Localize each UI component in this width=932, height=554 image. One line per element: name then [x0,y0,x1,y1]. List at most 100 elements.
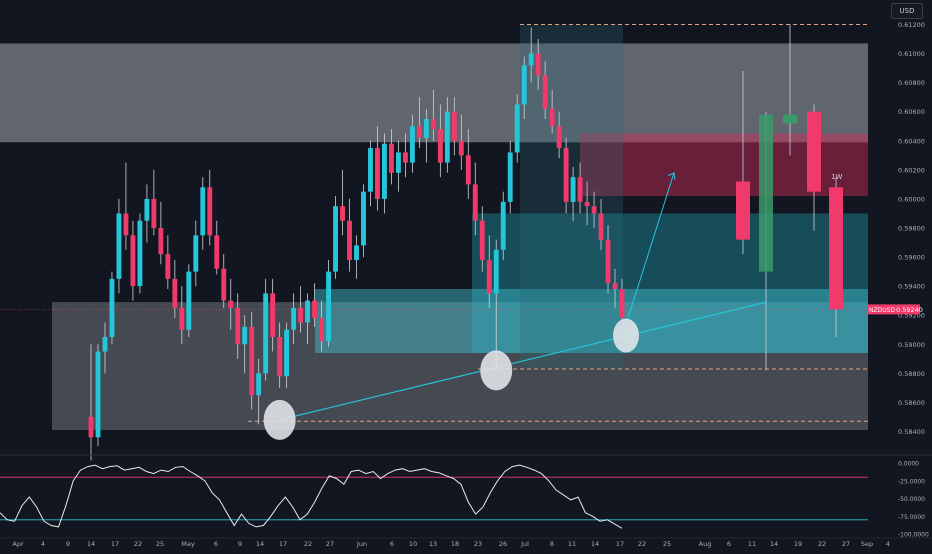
candle-body [619,289,625,319]
candle-body [549,108,555,127]
candle-body [465,155,471,185]
candle-body [430,119,436,130]
candle-body [151,198,157,228]
time-tick-label: Jul [520,540,529,548]
candle-body [340,206,345,221]
candle-body [333,206,338,272]
candle-body [95,351,101,438]
time-tick-label: 22 [818,540,826,548]
candle-body [605,239,611,284]
candle-body [179,307,185,330]
candle-body [458,140,464,156]
candle-body [109,278,115,337]
trendline [279,301,767,421]
candle-body [444,111,450,163]
candle-body [354,245,359,260]
time-tick-label: 26 [499,540,507,548]
candle-body [535,53,541,76]
time-tick-label: 14 [87,540,95,548]
last-price-value: 0.59240 [896,306,923,314]
candle-body [361,191,366,246]
candle-body [382,143,387,199]
candle-body [486,259,492,294]
last-price-symbol: NZDUSD [869,307,895,314]
time-tick-label: 14 [256,540,264,548]
time-tick-label: 14 [591,540,599,548]
candle-body [298,307,304,323]
time-axis: Apr 4 9 14 17 22 25 May 6 9 14 17 22 27 Jun 6 10 13 18 23 26… [0,537,932,548]
price-tick-label: 0.59400 [898,283,925,291]
candle-body [319,318,325,342]
candle-body [409,126,415,163]
candle-body [493,249,499,294]
time-tick-label: 27 [842,540,850,548]
zone-cyan-lower [315,289,868,353]
candle-body [612,283,618,290]
time-tick-label: 17 [111,540,119,548]
weekly-timeframe-label: 1W [831,173,842,181]
candles-layer [88,27,625,461]
highlight-circle [263,399,296,440]
weekly-candle-body [829,187,843,310]
time-tick-label: 22 [638,540,646,548]
candle-body [165,254,171,279]
oscillator-pane: 0.0000 -25.0000 -50.0000 -75.0000 -100.0000 [0,454,932,539]
time-tick-label: 25 [156,540,164,548]
candle-body [228,300,234,308]
candle-body [193,235,199,272]
highlight-circle [613,318,639,353]
time-tick-label: 22 [134,540,142,548]
candle-body [102,337,108,352]
oscillator-tick-label: -50.0000 [898,496,925,503]
candle-body [256,373,262,396]
candle-body [507,152,513,202]
price-tick-label: 0.60000 [898,195,925,203]
time-tick-label: Sep [861,540,873,548]
currency-selector[interactable]: USD [891,3,923,19]
candle-body [144,198,150,221]
candle-body [116,213,122,279]
weekly-candle-body [736,181,750,240]
price-tick-label: 0.60400 [898,137,925,145]
price-tick-label: 0.60200 [898,166,925,174]
price-tick-label: 0.61000 [898,50,925,58]
time-tick-label: 9 [66,540,70,548]
time-tick-label: 9 [238,540,242,548]
candle-body [249,326,255,396]
annotations-layer [263,172,767,440]
candle-body [521,65,527,105]
candle-body [528,53,534,66]
candle-body [598,213,604,240]
oscillator-tick-label: -75.0000 [898,514,925,521]
candle-body [130,235,136,287]
candle-body [514,104,520,153]
last-price-label: NZDUSD 0.59240 [868,304,923,315]
time-tick-label: 19 [794,540,802,548]
arrow-head [667,172,676,180]
candle-body [277,337,283,377]
candle-body [472,184,478,221]
candle-body [270,293,276,337]
zone-red-target [580,133,868,197]
time-tick-label: 6 [390,540,394,548]
time-tick-label: 27 [326,540,334,548]
candle-body [584,201,590,207]
time-tick-label: 11 [748,540,756,548]
price-axis: 0.61200 0.61000 0.60800 0.60600 0.60400 0.602… [898,21,925,436]
time-tick-label: 10 [409,540,417,548]
candle-body [563,148,569,202]
candle-body [186,271,192,330]
candle-body [395,152,401,173]
candle-body [312,300,318,319]
time-tick-label: 6 [727,540,731,548]
zone-cyan-zone [472,213,868,353]
candle-body [591,206,597,214]
candle-body [479,220,485,260]
time-tick-label: May [181,540,195,548]
candle-body [207,187,213,236]
candle-body [214,235,220,269]
candle-body [235,307,241,345]
price-tick-label: 0.59000 [898,341,925,349]
